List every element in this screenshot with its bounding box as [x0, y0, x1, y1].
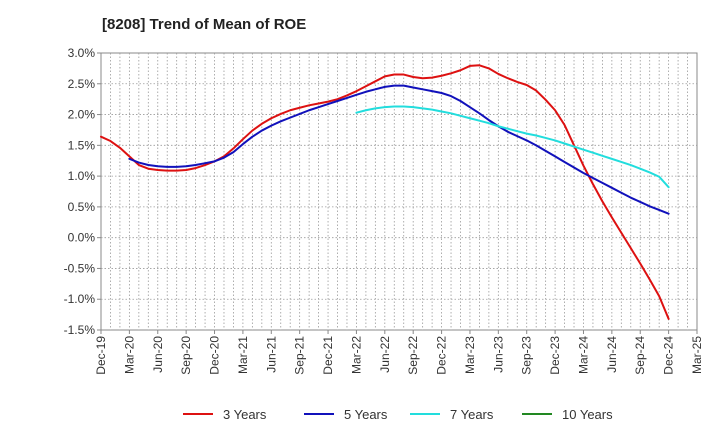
- x-tick-label: Sep-21: [293, 336, 307, 375]
- x-tick-label: Dec-19: [94, 336, 108, 375]
- x-tick-label: Dec-21: [321, 336, 335, 375]
- y-tick-label: -1.5%: [64, 323, 96, 337]
- x-tick-label: Dec-24: [662, 336, 676, 375]
- x-tick-label: Dec-23: [548, 336, 562, 375]
- y-tick-label: 2.5%: [68, 77, 96, 91]
- plot-border: [100, 52, 698, 331]
- legend: 3 Years 5 Years 7 Years 10 Years: [183, 407, 613, 422]
- legend-item-7-years: 7 Years: [410, 407, 494, 422]
- x-axis-ticks: Dec-19 Mar-20 Jun-20 Sep-20 Dec-20 Mar-21 Jun-…: [94, 330, 704, 375]
- x-tick-label: Sep-24: [633, 336, 647, 375]
- y-tick-label: 3.0%: [68, 46, 96, 60]
- grid: [101, 53, 697, 330]
- x-tick-label: Jun-24: [605, 336, 619, 373]
- legend-item-5-years: 5 Years: [304, 407, 388, 422]
- y-tick-label: -0.5%: [64, 261, 96, 275]
- y-tick-label: 1.5%: [68, 138, 96, 152]
- y-tick-label: 0.0%: [68, 231, 96, 245]
- series-lines: [100, 64, 670, 320]
- y-axis-ticks: 3.0% 2.5% 2.0% 1.5% 1.0% 0.5% 0.0% -0.5% -1.0% -1…: [64, 46, 101, 337]
- x-tick-label: Jun-21: [264, 336, 278, 373]
- series-line-3-years: [100, 64, 670, 320]
- x-tick-label: Sep-20: [179, 336, 193, 375]
- series-line-5-years: [128, 84, 670, 215]
- legend-item-10-years: 10 Years: [522, 407, 613, 422]
- x-tick-label: Jun-20: [151, 336, 165, 373]
- legend-label: 5 Years: [344, 407, 388, 422]
- x-tick-label: Mar-23: [463, 336, 477, 374]
- legend-label: 10 Years: [562, 407, 613, 422]
- y-tick-label: -1.0%: [64, 292, 96, 306]
- x-tick-label: Dec-22: [435, 336, 449, 375]
- x-tick-label: Jun-23: [491, 336, 505, 373]
- x-tick-label: Mar-20: [122, 336, 136, 374]
- x-tick-label: Sep-22: [406, 336, 420, 375]
- y-tick-label: 2.0%: [68, 108, 96, 122]
- x-tick-label: Sep-23: [520, 336, 534, 375]
- x-tick-label: Mar-25: [690, 336, 704, 374]
- legend-label: 7 Years: [450, 407, 494, 422]
- x-tick-label: Mar-24: [576, 336, 590, 374]
- legend-item-3-years: 3 Years: [183, 407, 267, 422]
- y-tick-label: 1.0%: [68, 169, 96, 183]
- legend-label: 3 Years: [223, 407, 267, 422]
- x-tick-label: Mar-22: [349, 336, 363, 374]
- chart-title: [8208] Trend of Mean of ROE: [102, 16, 306, 33]
- x-tick-label: Dec-20: [208, 336, 222, 375]
- plot-area: [100, 52, 698, 331]
- y-tick-label: 0.5%: [68, 200, 96, 214]
- x-tick-label: Jun-22: [378, 336, 392, 373]
- series-line-7-years: [355, 105, 670, 189]
- x-tick-label: Mar-21: [236, 336, 250, 374]
